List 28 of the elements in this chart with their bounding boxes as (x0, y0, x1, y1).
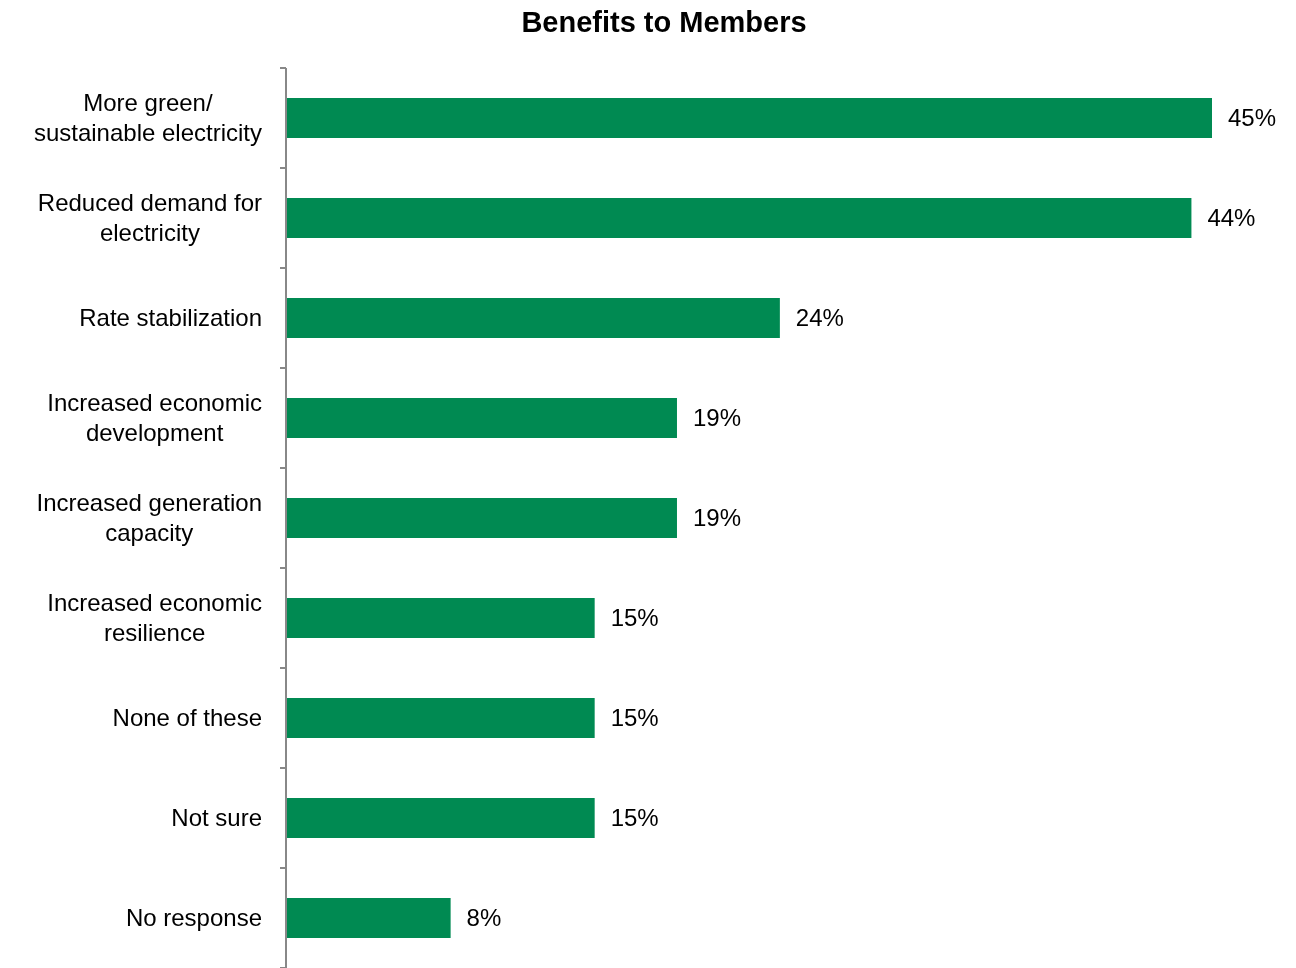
bar (286, 98, 1212, 138)
bar (286, 298, 780, 338)
bar (286, 198, 1192, 238)
chart-title: Benefits to Members (521, 6, 807, 38)
bar (286, 598, 595, 638)
y-tick-label: None of these (112, 704, 262, 732)
data-label: 19% (692, 404, 742, 432)
data-label: 8% (466, 904, 502, 932)
bar (286, 898, 451, 938)
y-tick-label: Increased generation capacity (36, 489, 262, 547)
y-tick-label: No response (125, 904, 262, 932)
data-label: 15% (610, 804, 659, 832)
data-label: 45% (1228, 104, 1277, 132)
bar (286, 798, 595, 838)
data-label: 19% (692, 504, 742, 532)
bar (286, 498, 677, 538)
data-label: 44% (1207, 204, 1256, 232)
y-tick-label: Not sure (171, 804, 262, 832)
y-tick-label: Increased economic development (47, 389, 262, 447)
bar (286, 398, 677, 438)
data-label: 15% (610, 604, 659, 632)
bar (286, 698, 595, 738)
y-tick-label: Increased economic resilience (47, 589, 262, 647)
y-tick-label: More green/ sustainable electricity (33, 89, 262, 147)
y-tick-label: Rate stabilization (79, 304, 262, 332)
y-tick-label: Reduced demand for electricity (37, 189, 262, 247)
data-label: 15% (610, 704, 659, 732)
data-label: 24% (795, 304, 844, 332)
